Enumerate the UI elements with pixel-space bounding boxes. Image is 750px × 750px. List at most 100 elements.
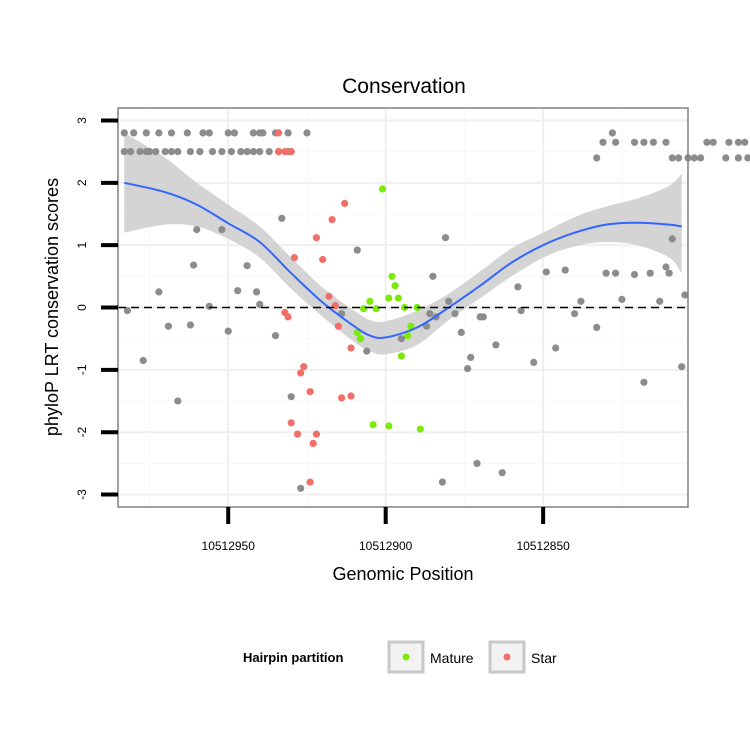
point-star <box>306 478 314 486</box>
point-star <box>275 148 283 156</box>
point-other <box>734 138 743 146</box>
point-other <box>542 268 550 276</box>
point-other <box>155 288 163 296</box>
point-other <box>353 246 361 254</box>
point-mature <box>416 425 424 433</box>
series-other <box>120 129 750 492</box>
point-other <box>218 148 226 156</box>
point-other <box>256 300 264 308</box>
point-other <box>612 138 620 146</box>
point-other <box>145 148 154 156</box>
point-other <box>722 154 730 162</box>
legend-key-star <box>488 640 526 674</box>
point-other <box>492 341 500 349</box>
point-other <box>744 154 750 162</box>
point-other <box>690 154 698 162</box>
point-other <box>152 148 160 156</box>
legend-label-star: Star <box>531 650 557 666</box>
point-other <box>253 288 261 296</box>
point-mature <box>360 305 368 313</box>
point-other <box>668 235 676 243</box>
point-other <box>249 129 257 137</box>
point-other <box>457 328 465 336</box>
point-other <box>451 310 459 318</box>
point-other <box>675 154 683 162</box>
point-other <box>136 148 144 156</box>
point-other <box>530 358 538 366</box>
point-other <box>602 269 610 277</box>
point-mature <box>397 352 405 360</box>
point-other <box>725 138 733 146</box>
point-star <box>328 216 336 224</box>
point-other <box>429 272 437 280</box>
point-other <box>205 129 213 137</box>
point-mature <box>356 335 365 343</box>
point-other <box>123 307 131 315</box>
point-other <box>265 148 273 156</box>
point-other <box>561 266 569 274</box>
point-other <box>649 138 658 146</box>
point-other <box>120 148 128 156</box>
point-other <box>571 310 579 318</box>
point-other <box>230 129 239 137</box>
point-star <box>287 148 295 156</box>
point-other <box>120 129 128 137</box>
point-other <box>303 129 311 137</box>
point-other <box>199 129 207 137</box>
point-other <box>224 327 232 335</box>
smooth-line <box>124 181 682 339</box>
point-other <box>363 347 371 355</box>
point-other <box>445 297 453 305</box>
point-other <box>205 302 213 310</box>
point-star <box>341 199 349 207</box>
point-other <box>608 129 617 137</box>
point-other <box>734 154 743 162</box>
y-tick-label: 0 <box>75 304 89 311</box>
point-mature <box>378 185 387 193</box>
y-tick-label: -3 <box>75 489 89 500</box>
point-other <box>142 129 150 137</box>
y-tick-label: 3 <box>75 117 89 124</box>
point-other <box>127 148 135 156</box>
point-other <box>703 138 711 146</box>
point-other <box>479 313 487 321</box>
point-other <box>174 397 182 405</box>
data-points <box>120 129 750 492</box>
point-other <box>287 393 295 401</box>
point-other <box>709 138 717 146</box>
point-other <box>646 269 654 277</box>
point-other <box>593 154 601 162</box>
point-other <box>297 484 305 492</box>
point-other <box>640 138 648 146</box>
point-other <box>498 469 506 477</box>
point-other <box>259 129 267 137</box>
point-star <box>312 430 320 438</box>
point-other <box>612 269 620 277</box>
legend-swatch-mature <box>402 653 410 661</box>
point-other <box>164 322 172 330</box>
point-other <box>167 148 176 156</box>
point-other <box>668 154 676 162</box>
point-mature <box>385 294 393 302</box>
point-other <box>741 138 749 146</box>
point-mature <box>388 272 396 280</box>
point-mature <box>404 332 412 340</box>
point-mature <box>385 422 393 430</box>
x-tick-label: 10512900 <box>359 539 413 553</box>
chart-title: Conservation <box>342 75 466 98</box>
point-star <box>319 255 327 264</box>
point-other <box>174 148 182 156</box>
point-star <box>290 254 298 262</box>
point-other <box>656 297 664 305</box>
point-other <box>208 148 217 156</box>
legend-swatch-star <box>503 653 511 661</box>
point-other <box>473 459 481 467</box>
point-other <box>464 365 472 373</box>
point-other <box>426 310 434 318</box>
point-other <box>618 295 626 303</box>
point-other <box>218 226 226 234</box>
point-star <box>281 148 289 156</box>
point-other <box>278 214 286 222</box>
point-other <box>517 307 525 315</box>
